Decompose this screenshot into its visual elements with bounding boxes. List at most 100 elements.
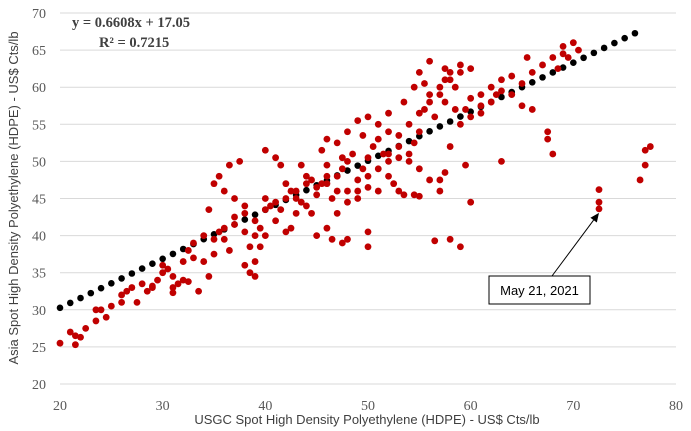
data-point xyxy=(359,132,367,139)
trendline-point xyxy=(56,304,64,312)
data-point xyxy=(261,206,269,214)
data-point xyxy=(559,42,567,50)
data-point xyxy=(333,187,341,195)
data-point xyxy=(559,50,567,58)
trendline-point xyxy=(97,284,105,292)
trendline-point xyxy=(559,64,567,71)
data-point xyxy=(426,98,433,106)
data-point xyxy=(282,228,290,236)
data-point xyxy=(128,284,136,291)
trendline-point xyxy=(87,289,95,297)
trendline-point xyxy=(354,162,362,169)
y-axis-title: Asia Spot High Density Polyethylene (HDP… xyxy=(6,31,21,364)
data-point xyxy=(308,176,315,184)
data-point xyxy=(405,158,413,165)
data-point xyxy=(231,213,238,221)
data-point xyxy=(395,187,403,195)
data-point xyxy=(436,91,444,99)
data-point xyxy=(277,206,285,214)
data-point xyxy=(338,154,346,162)
trendline-point xyxy=(303,186,310,194)
data-point xyxy=(374,165,382,173)
data-point xyxy=(251,232,259,240)
data-point xyxy=(441,76,449,84)
data-point xyxy=(220,235,228,243)
data-point xyxy=(410,83,418,91)
data-point xyxy=(544,128,552,136)
regression-equation: y = 0.6608x + 17.05 xyxy=(72,15,190,31)
data-point xyxy=(323,224,331,232)
data-point xyxy=(415,68,423,76)
annotation: May 21, 2021 xyxy=(488,212,599,305)
data-point xyxy=(457,61,464,69)
data-point xyxy=(318,180,326,188)
trendline-point xyxy=(446,118,454,125)
data-point xyxy=(364,243,372,251)
data-point xyxy=(426,57,433,65)
trendline-point xyxy=(179,245,187,253)
data-point xyxy=(415,165,423,173)
data-point xyxy=(641,161,649,169)
data-point xyxy=(385,150,392,158)
x-axis-title: USGC Spot High Density Polyethylene (HDP… xyxy=(194,412,539,427)
data-point xyxy=(323,180,331,188)
data-point xyxy=(333,209,341,217)
data-point xyxy=(195,287,203,295)
data-point xyxy=(451,106,459,113)
data-point xyxy=(426,91,433,99)
data-point xyxy=(82,324,90,332)
data-point xyxy=(318,146,326,154)
data-point xyxy=(123,287,131,295)
r-squared: R² = 0.7215 xyxy=(99,35,169,51)
data-point xyxy=(508,91,516,99)
data-point xyxy=(118,298,125,306)
trendline-point xyxy=(611,39,618,47)
data-point xyxy=(446,143,454,150)
data-point xyxy=(441,169,449,176)
data-point xyxy=(436,83,444,91)
trendline-point xyxy=(241,216,249,223)
trendline-point xyxy=(600,44,608,52)
data-point xyxy=(220,224,228,232)
data-point xyxy=(467,65,475,73)
data-point xyxy=(215,228,223,236)
data-point xyxy=(143,287,151,295)
data-point xyxy=(338,239,346,247)
data-point xyxy=(169,273,177,280)
data-point xyxy=(410,139,418,147)
data-point xyxy=(457,120,464,128)
trendline-point xyxy=(405,137,413,145)
data-point xyxy=(441,98,449,106)
data-point xyxy=(282,195,290,202)
y-tick-label: 25 xyxy=(32,341,46,356)
y-tick-label: 60 xyxy=(32,81,46,96)
x-tick-label: 20 xyxy=(53,399,67,414)
data-point xyxy=(267,202,274,210)
data-point xyxy=(636,176,644,184)
data-point xyxy=(436,176,444,184)
data-point xyxy=(149,282,156,290)
data-point xyxy=(446,235,454,243)
data-point xyxy=(313,191,321,199)
data-point xyxy=(385,128,392,136)
y-tick-label: 20 xyxy=(32,378,46,393)
data-point xyxy=(56,339,64,347)
data-point xyxy=(179,276,187,284)
data-point xyxy=(431,113,439,121)
data-point xyxy=(374,120,382,128)
annotation-label: May 21, 2021 xyxy=(500,283,579,298)
data-point xyxy=(405,120,413,128)
trendline-point xyxy=(631,29,639,37)
data-point xyxy=(554,65,562,73)
annotation-arrow xyxy=(551,219,595,277)
x-tick-label: 60 xyxy=(464,399,478,414)
data-point xyxy=(200,258,208,265)
data-point xyxy=(467,198,475,206)
data-point xyxy=(292,187,300,195)
data-point xyxy=(385,109,392,117)
data-point xyxy=(313,183,321,191)
data-points xyxy=(56,39,654,349)
data-point xyxy=(159,269,167,277)
data-point xyxy=(241,202,249,210)
